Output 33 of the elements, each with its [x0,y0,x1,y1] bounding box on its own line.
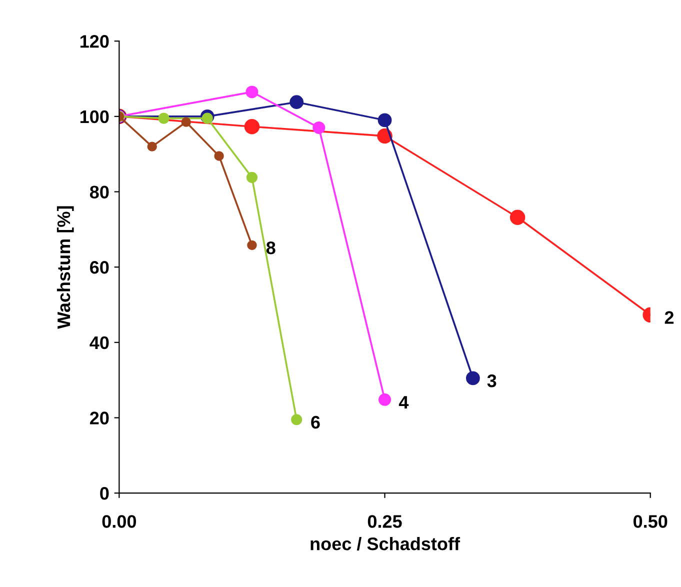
x-tick-label: 0.50 [634,515,668,528]
series-label: 6 [311,416,320,429]
point [246,172,258,183]
point [202,112,213,124]
point [244,118,260,134]
y-tick-label: 100 [80,110,109,124]
y-tick-label: 40 [90,336,109,350]
point [247,240,257,250]
y-axis-title: Wachstum [%] [56,206,74,329]
point [158,112,170,124]
series-label: 3 [487,374,496,388]
point [510,210,526,226]
series-label: 4 [398,396,409,409]
point [147,142,157,152]
point [466,371,480,386]
y-tick-label: 20 [90,412,109,424]
y-tick-label: 120 [80,35,109,48]
point [214,151,224,161]
series-label: 8 [266,241,276,254]
point [291,414,302,426]
point [378,393,392,406]
y-tick-label: 80 [90,186,109,198]
point [378,113,392,128]
x-tick-label: 0.00 [102,515,136,528]
point [246,86,258,98]
x-tick-label: 0.25 [368,515,402,528]
series-label: 2 [664,311,674,324]
y-tick-label: 60 [90,261,109,274]
point [290,95,304,110]
point [312,121,326,134]
point [181,117,191,127]
y-tick-label: 0 [100,487,109,500]
x-axis-title: noec / Schadstoff [310,536,460,550]
